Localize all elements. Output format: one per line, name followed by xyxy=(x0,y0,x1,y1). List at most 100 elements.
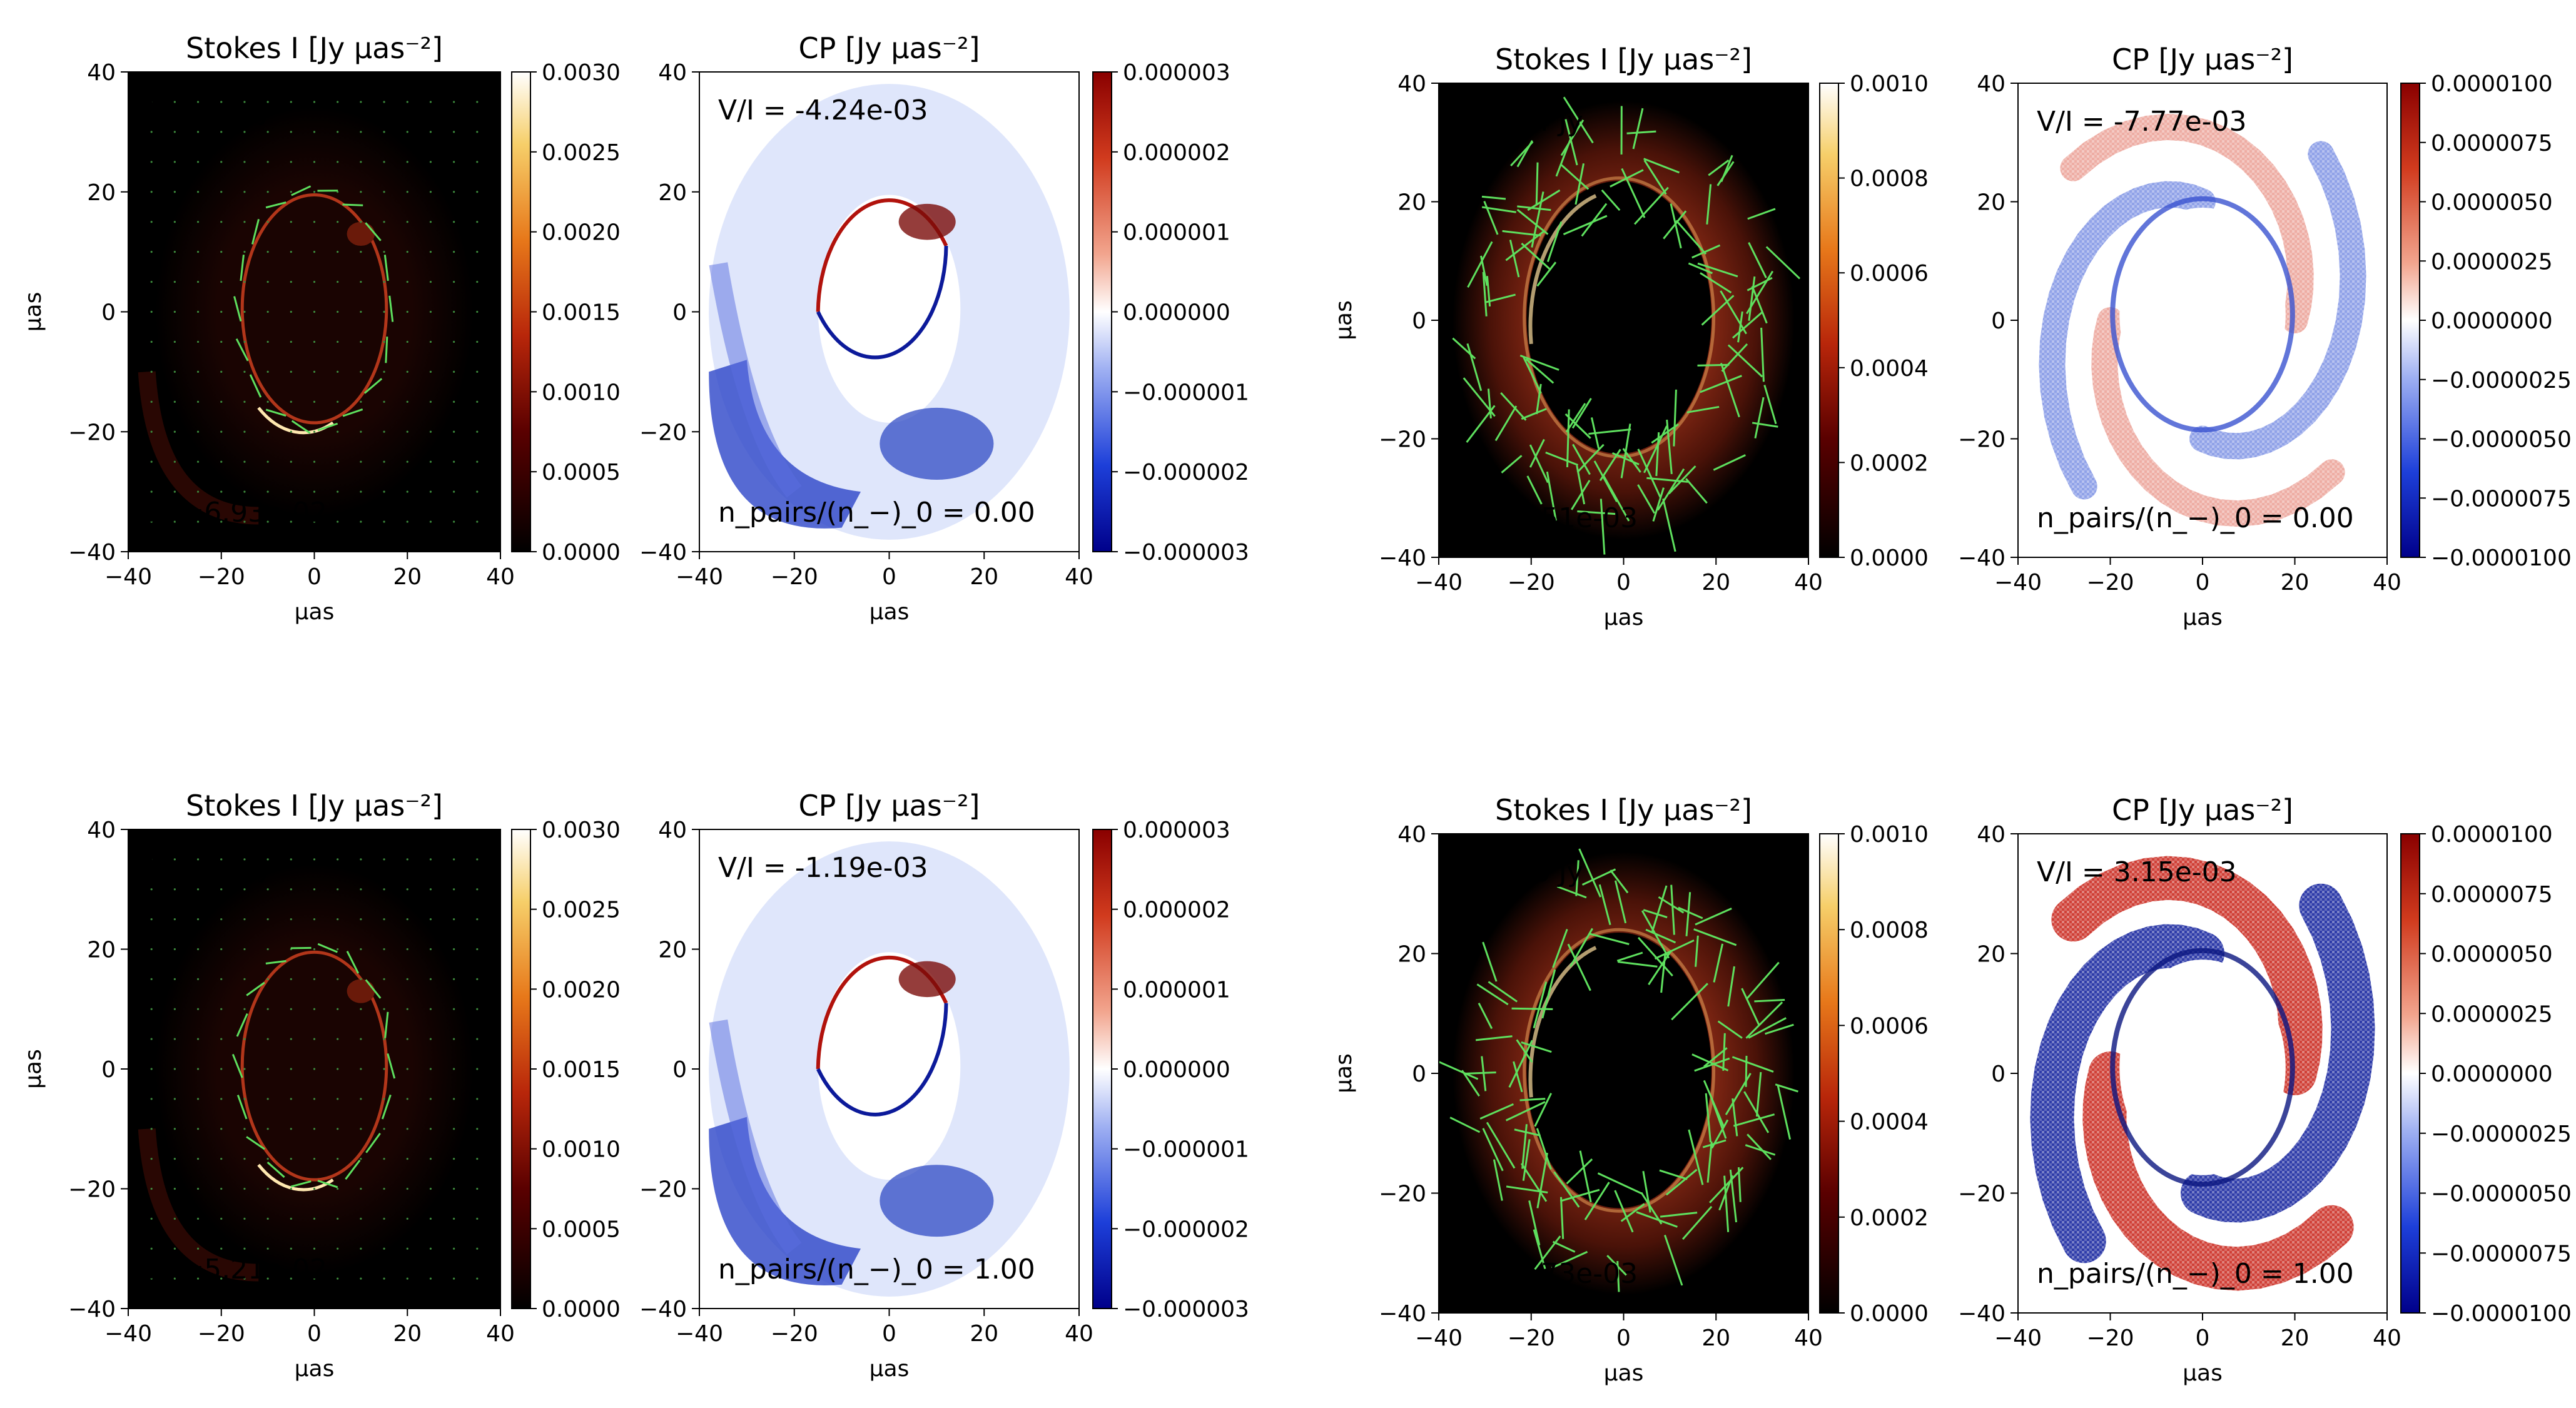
polarization-dot xyxy=(266,221,269,223)
polarization-tick xyxy=(1487,388,1492,419)
y-tick-label: 40 xyxy=(1397,71,1426,97)
x-tick-label: 0 xyxy=(307,564,322,590)
polarization-dot xyxy=(243,948,246,951)
y-axis-label: µas xyxy=(21,292,46,332)
polarization-dot xyxy=(360,978,362,980)
polarization-dot xyxy=(383,280,385,283)
polarization-dot xyxy=(429,1068,432,1070)
polarization-dot xyxy=(220,131,223,133)
polarization-tick xyxy=(1528,1200,1541,1246)
polarization-tick xyxy=(1727,966,1735,1007)
polarization-tick xyxy=(1571,480,1591,510)
polarization-tick xyxy=(1505,1101,1546,1122)
polarization-tick xyxy=(1622,448,1641,473)
polarization-dot xyxy=(290,430,292,433)
plot-area xyxy=(1439,834,1808,1313)
polarization-dot xyxy=(337,1217,339,1220)
polarization-dot xyxy=(150,400,153,403)
polarization-dot xyxy=(453,400,455,403)
polarization-tick xyxy=(251,219,260,245)
x-tick-label: −40 xyxy=(676,564,723,590)
polarization-tick xyxy=(1519,1098,1546,1102)
polarization-dot xyxy=(173,101,176,103)
polarization-dot xyxy=(383,520,385,523)
polarization-dot xyxy=(476,370,479,373)
polarization-tick xyxy=(1636,1211,1678,1228)
polarization-tick xyxy=(1688,1129,1704,1185)
colorbar-tick-label: 0.0000075 xyxy=(2431,882,2553,908)
polarization-dot xyxy=(337,948,339,951)
polarization-tick xyxy=(1529,438,1545,468)
vi-annotation: V/I = -1.19e-03 xyxy=(718,852,928,884)
polarization-tick xyxy=(1525,358,1554,384)
polarization-tick xyxy=(1652,487,1665,522)
cp-ring xyxy=(2110,948,2295,1187)
polarization-tick xyxy=(1648,950,1673,985)
polarization-tick xyxy=(1439,1060,1479,1080)
colorbar-tick-label: 0.0006 xyxy=(1850,1013,1929,1039)
polarization-dot xyxy=(337,221,339,223)
polarization-dot xyxy=(196,978,200,980)
cp-negative-swirl xyxy=(709,1019,802,1255)
polarization-tick xyxy=(1637,448,1661,498)
polarization-tick xyxy=(1681,1205,1713,1240)
polarization-dot xyxy=(337,370,339,373)
polarization-tick xyxy=(249,374,262,398)
polarization-dot xyxy=(266,1217,269,1220)
polarization-tick xyxy=(1521,243,1550,270)
polarization-dot xyxy=(360,280,362,283)
polarization-dot xyxy=(337,1098,339,1100)
polarization-tick xyxy=(1523,357,1542,394)
polarization-dot xyxy=(243,888,246,891)
polarization-tick xyxy=(1618,961,1658,968)
polarization-dot xyxy=(406,221,408,223)
polarization-tick xyxy=(1765,1023,1794,1035)
y-tick-label: −20 xyxy=(639,1177,687,1203)
polarization-dot xyxy=(453,1247,455,1250)
polarization-dot xyxy=(290,1247,292,1250)
cp-inner-disk xyxy=(2119,207,2286,422)
polarization-dot xyxy=(290,1217,292,1220)
colorbar-tick-label: 0.0005 xyxy=(542,460,621,485)
cp-negative-ring xyxy=(816,1003,948,1117)
polarization-dot xyxy=(196,1098,200,1100)
polarization-dot xyxy=(243,400,246,403)
npairs-annotation: n_pairs/(n_−)_0 = 0.00 xyxy=(718,497,1035,529)
polarization-tick xyxy=(1478,1003,1493,1030)
x-tick-label: −20 xyxy=(2087,570,2134,595)
panel-title: Stokes I [Jy µas⁻²] xyxy=(1495,793,1752,827)
polarization-dot xyxy=(476,191,479,193)
y-tick-label: −20 xyxy=(1379,427,1426,453)
polarization-dot xyxy=(337,858,339,861)
polarization-dot xyxy=(453,1187,455,1190)
polarization-tick xyxy=(1466,343,1483,392)
polarization-dot xyxy=(313,430,316,433)
colorbar xyxy=(2400,83,2420,558)
y-tick-label: 40 xyxy=(1977,71,2006,97)
polarization-tick xyxy=(1777,1084,1792,1140)
polarization-tick xyxy=(1654,939,1695,960)
polarization-dot xyxy=(150,1008,153,1010)
polarization-dot xyxy=(406,1247,408,1250)
colorbar-tick-label: 0.0002 xyxy=(1850,450,1929,476)
polarization-tick xyxy=(1695,935,1699,967)
polarization-tick xyxy=(1721,343,1748,372)
polarization-dot xyxy=(406,888,408,891)
polarization-dot xyxy=(220,978,223,980)
faint-arc xyxy=(138,1128,259,1282)
polarization-dot xyxy=(173,191,176,193)
x-tick-label: 40 xyxy=(1065,564,1093,590)
chart-panel-top-right-a: −40 −20 0 20 40 40 20 0 −20 −40 µas µas Stokes I [Jy… xyxy=(1331,43,1929,631)
polarization-dot xyxy=(220,1008,223,1010)
x-tick-label: 0 xyxy=(882,564,896,590)
polarization-dot xyxy=(313,460,316,463)
polarization-tick xyxy=(1640,1192,1663,1225)
photon-ring xyxy=(240,193,388,425)
y-tick-label: 40 xyxy=(658,818,687,843)
polarization-dot xyxy=(383,191,385,193)
cp-inner-disk xyxy=(818,952,961,1180)
polarization-dot xyxy=(337,251,339,253)
colorbar-tick-label: −0.0000025 xyxy=(2431,1122,2572,1147)
polarization-dot xyxy=(266,131,269,133)
polarization-dot xyxy=(360,948,362,951)
